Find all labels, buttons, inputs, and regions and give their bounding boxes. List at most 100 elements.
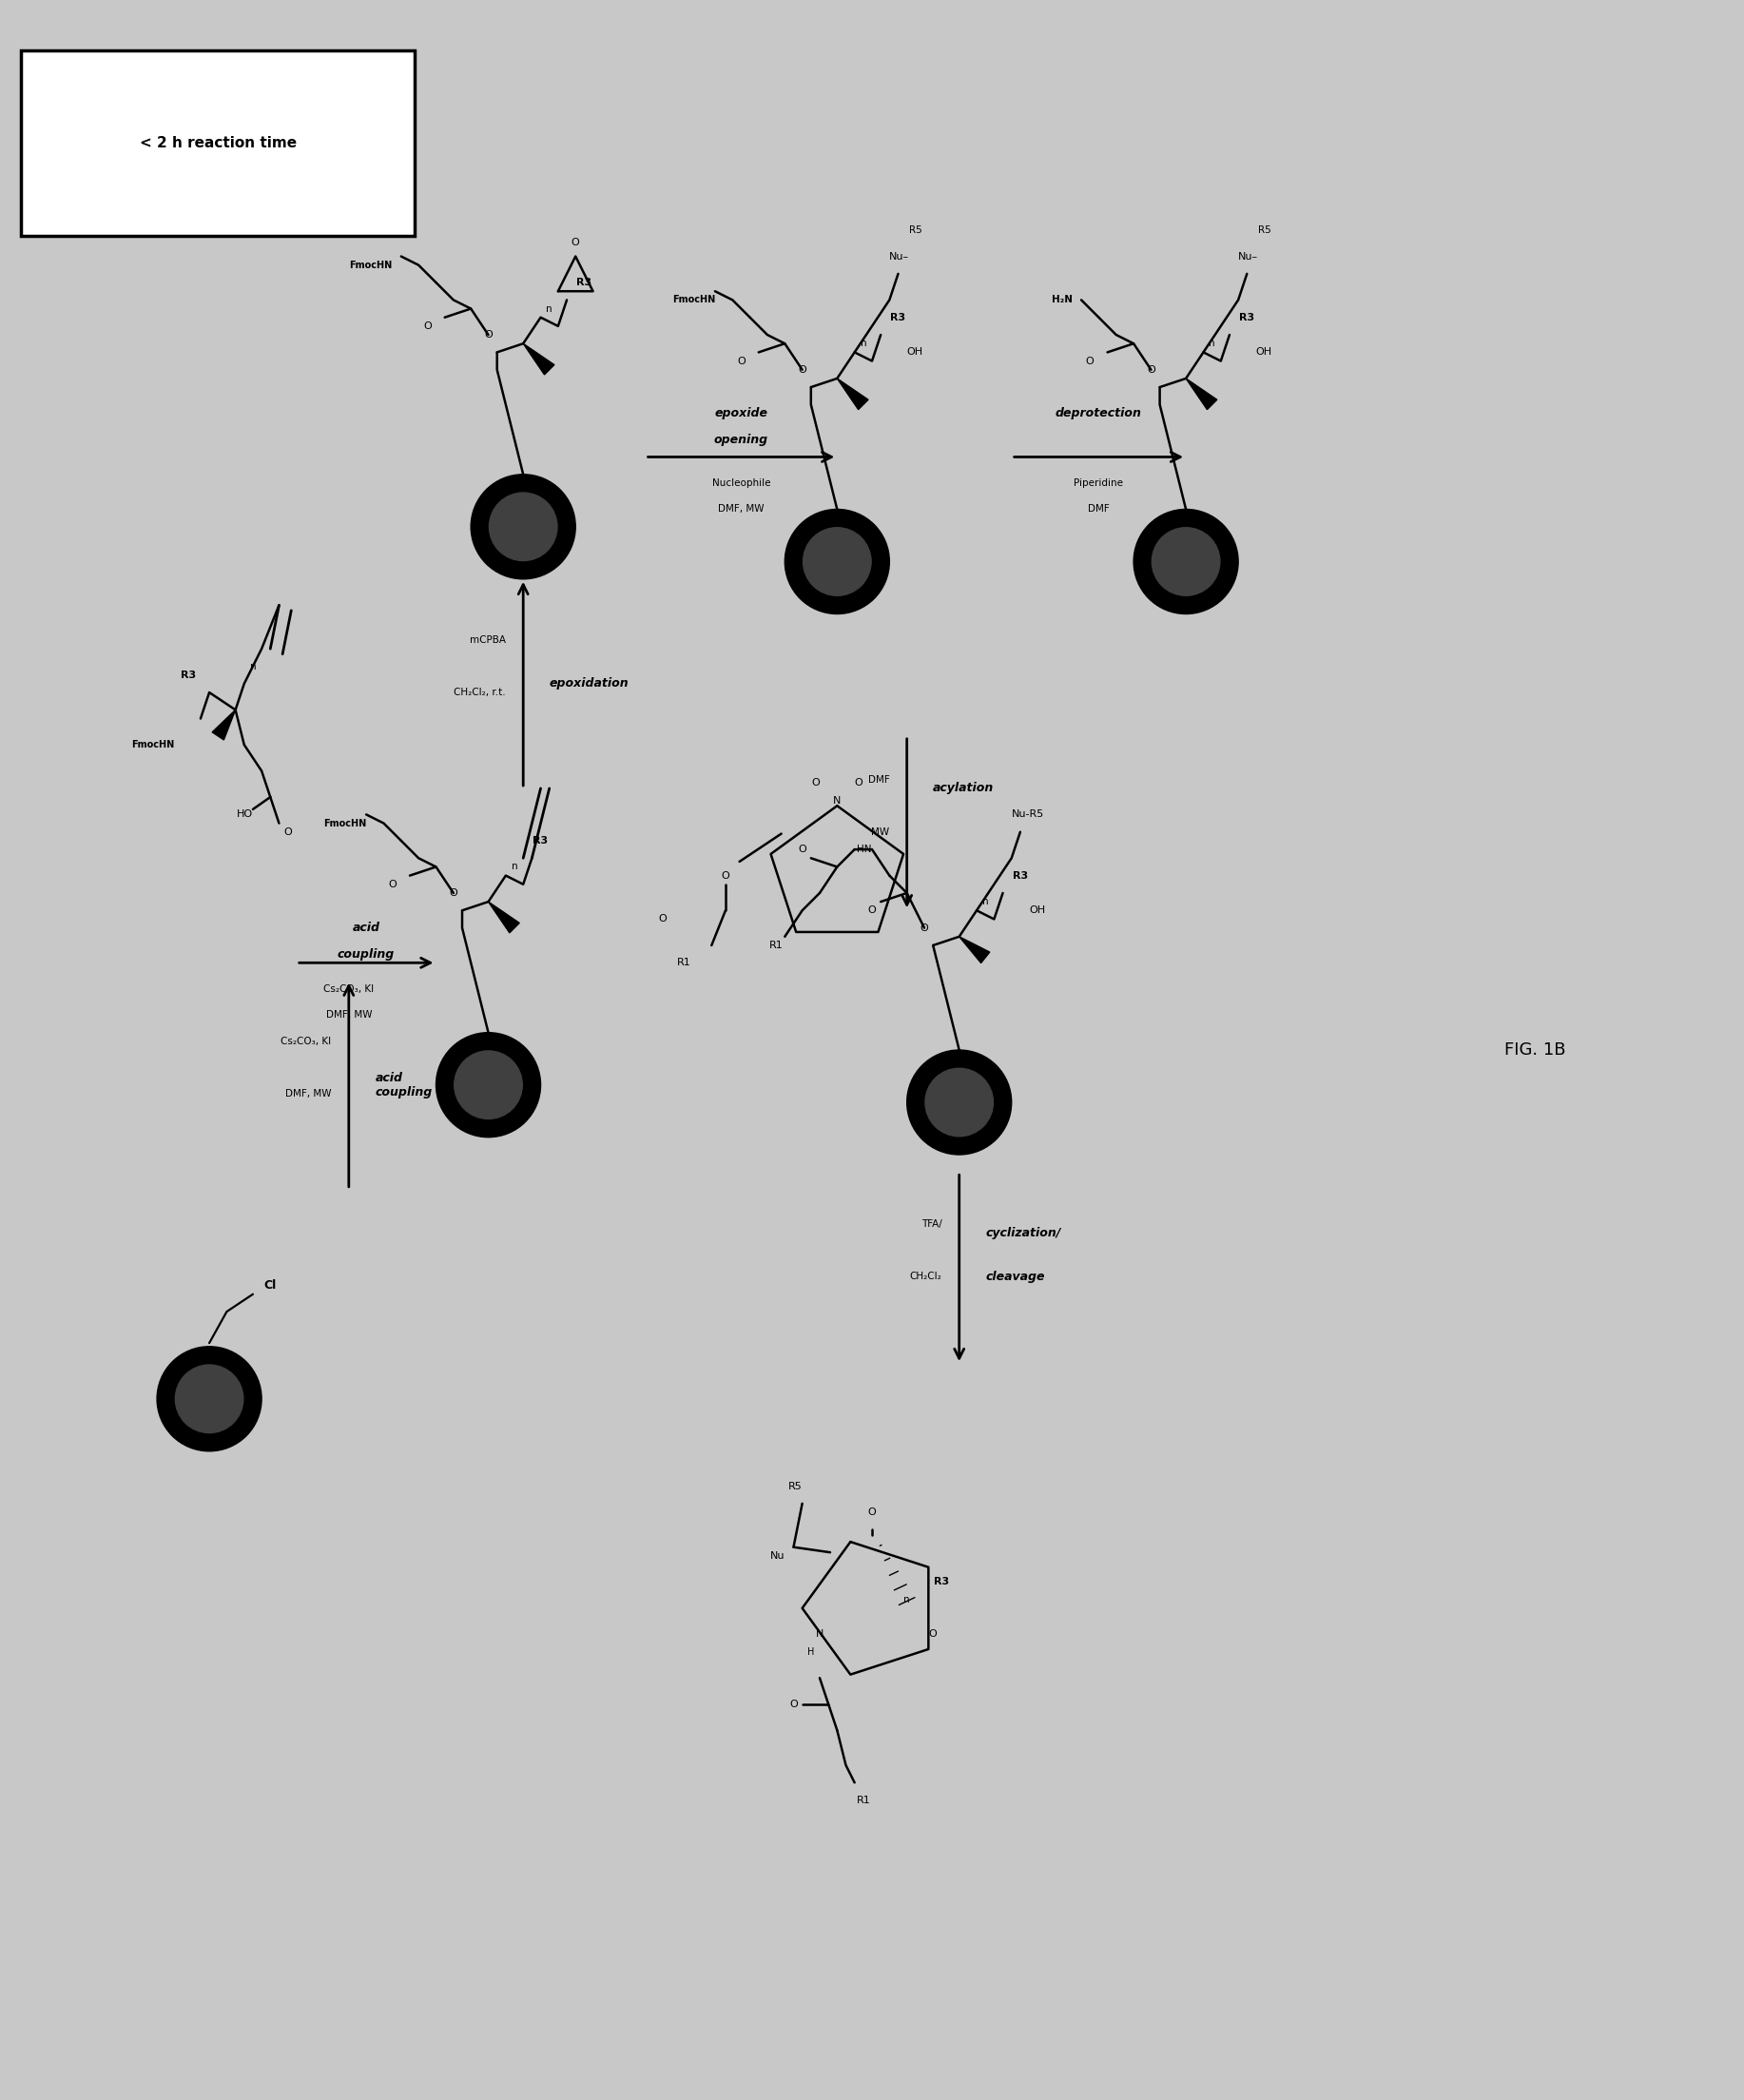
Circle shape bbox=[436, 1033, 541, 1138]
Text: FIG. 1B: FIG. 1B bbox=[1503, 1042, 1566, 1058]
Text: epoxidation: epoxidation bbox=[549, 678, 630, 691]
Text: DMF, MW: DMF, MW bbox=[719, 504, 764, 514]
Text: n: n bbox=[249, 662, 256, 672]
Text: O: O bbox=[1148, 365, 1155, 374]
Text: N: N bbox=[816, 1630, 823, 1640]
Text: O: O bbox=[424, 321, 431, 332]
Text: Cl: Cl bbox=[263, 1279, 277, 1292]
Circle shape bbox=[802, 527, 872, 596]
Text: CH₂Cl₂, r.t.: CH₂Cl₂, r.t. bbox=[453, 687, 506, 697]
Text: TFA/: TFA/ bbox=[921, 1220, 942, 1228]
Text: R5: R5 bbox=[909, 225, 923, 235]
Circle shape bbox=[157, 1346, 262, 1451]
FancyBboxPatch shape bbox=[21, 50, 415, 235]
Circle shape bbox=[1134, 510, 1238, 613]
Text: R3: R3 bbox=[577, 277, 591, 288]
Text: FmocHN: FmocHN bbox=[671, 296, 715, 304]
Text: O: O bbox=[738, 357, 745, 365]
Text: O: O bbox=[485, 330, 492, 340]
Text: R3: R3 bbox=[935, 1577, 949, 1588]
Text: Nucleophile: Nucleophile bbox=[712, 479, 771, 487]
Text: R3: R3 bbox=[1013, 872, 1027, 880]
Text: cleavage: cleavage bbox=[985, 1270, 1045, 1283]
Text: O: O bbox=[869, 905, 875, 916]
Text: epoxide: epoxide bbox=[715, 407, 767, 420]
Text: OH: OH bbox=[1256, 346, 1271, 357]
Text: O: O bbox=[572, 237, 579, 248]
Text: R1: R1 bbox=[856, 1796, 870, 1804]
Text: O: O bbox=[799, 365, 806, 374]
Text: O: O bbox=[855, 779, 863, 788]
Text: Nu–: Nu– bbox=[1238, 252, 1259, 260]
Text: R3: R3 bbox=[891, 313, 905, 321]
Polygon shape bbox=[488, 901, 520, 932]
Text: O: O bbox=[1087, 357, 1093, 365]
Text: n: n bbox=[546, 304, 553, 313]
Text: n: n bbox=[982, 897, 989, 907]
Text: OH: OH bbox=[1029, 905, 1045, 916]
Circle shape bbox=[453, 1050, 523, 1119]
Circle shape bbox=[174, 1365, 244, 1432]
Text: R5: R5 bbox=[788, 1480, 802, 1491]
Polygon shape bbox=[837, 378, 869, 410]
Text: O: O bbox=[930, 1630, 937, 1640]
Text: Cs₂CO₃, KI: Cs₂CO₃, KI bbox=[324, 985, 373, 993]
Circle shape bbox=[926, 1069, 994, 1136]
Text: mCPBA: mCPBA bbox=[469, 636, 506, 645]
Text: coupling: coupling bbox=[338, 947, 394, 960]
Text: O: O bbox=[790, 1699, 797, 1709]
Text: DMF, MW: DMF, MW bbox=[326, 1010, 371, 1021]
Text: O: O bbox=[659, 914, 666, 924]
Circle shape bbox=[1151, 527, 1219, 596]
Text: R3: R3 bbox=[534, 836, 548, 846]
Text: R5: R5 bbox=[1257, 225, 1271, 235]
Text: O: O bbox=[450, 888, 457, 899]
Polygon shape bbox=[213, 710, 235, 739]
Text: Cs₂CO₃, KI: Cs₂CO₃, KI bbox=[281, 1037, 331, 1046]
Text: Piperidine: Piperidine bbox=[1074, 479, 1123, 487]
Text: n: n bbox=[1209, 338, 1216, 349]
Text: Nu-R5: Nu-R5 bbox=[1012, 811, 1045, 819]
Text: R1: R1 bbox=[677, 958, 691, 968]
Circle shape bbox=[488, 494, 558, 561]
Text: < 2 h reaction time: < 2 h reaction time bbox=[140, 136, 296, 149]
Text: FmocHN: FmocHN bbox=[323, 819, 366, 827]
Polygon shape bbox=[1186, 378, 1217, 410]
Text: O: O bbox=[811, 779, 820, 788]
Text: FmocHN: FmocHN bbox=[349, 260, 392, 269]
Text: R3: R3 bbox=[181, 670, 195, 680]
Text: cyclization/: cyclization/ bbox=[985, 1226, 1060, 1239]
Text: DMF: DMF bbox=[869, 775, 889, 785]
Text: O: O bbox=[799, 844, 806, 855]
Circle shape bbox=[907, 1050, 1012, 1155]
Text: O: O bbox=[921, 924, 928, 932]
Polygon shape bbox=[523, 344, 555, 374]
Text: HO: HO bbox=[237, 811, 253, 819]
Text: MW: MW bbox=[872, 827, 889, 836]
Text: n: n bbox=[860, 338, 867, 349]
Text: R3: R3 bbox=[1240, 313, 1254, 321]
Text: N: N bbox=[834, 796, 841, 804]
Circle shape bbox=[785, 510, 889, 613]
Text: acid
coupling: acid coupling bbox=[375, 1071, 433, 1098]
Text: opening: opening bbox=[713, 433, 769, 445]
Text: CH₂Cl₂: CH₂Cl₂ bbox=[910, 1273, 942, 1281]
Text: n: n bbox=[511, 863, 518, 872]
Circle shape bbox=[471, 475, 576, 580]
Text: DMF, MW: DMF, MW bbox=[286, 1090, 331, 1098]
Text: O: O bbox=[869, 1508, 875, 1516]
Text: FmocHN: FmocHN bbox=[131, 739, 174, 750]
Text: Nu: Nu bbox=[771, 1552, 785, 1560]
Text: n: n bbox=[903, 1594, 910, 1604]
Text: deprotection: deprotection bbox=[1055, 407, 1142, 420]
Text: O: O bbox=[284, 827, 291, 836]
Text: H: H bbox=[807, 1646, 814, 1657]
Text: Nu–: Nu– bbox=[889, 252, 910, 260]
Text: HN: HN bbox=[858, 844, 872, 855]
Text: DMF: DMF bbox=[1088, 504, 1109, 514]
Text: acid: acid bbox=[352, 922, 380, 935]
Text: H₂N: H₂N bbox=[1052, 296, 1073, 304]
Text: O: O bbox=[722, 872, 729, 880]
Polygon shape bbox=[959, 937, 989, 964]
Text: acylation: acylation bbox=[933, 781, 994, 794]
